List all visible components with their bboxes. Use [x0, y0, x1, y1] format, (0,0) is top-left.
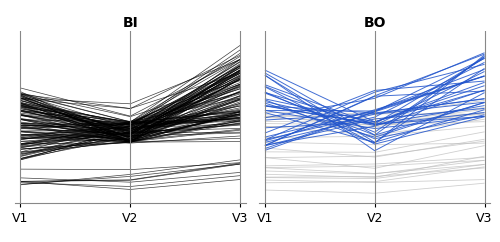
Title: BO: BO: [364, 16, 386, 30]
Title: BI: BI: [122, 16, 138, 30]
